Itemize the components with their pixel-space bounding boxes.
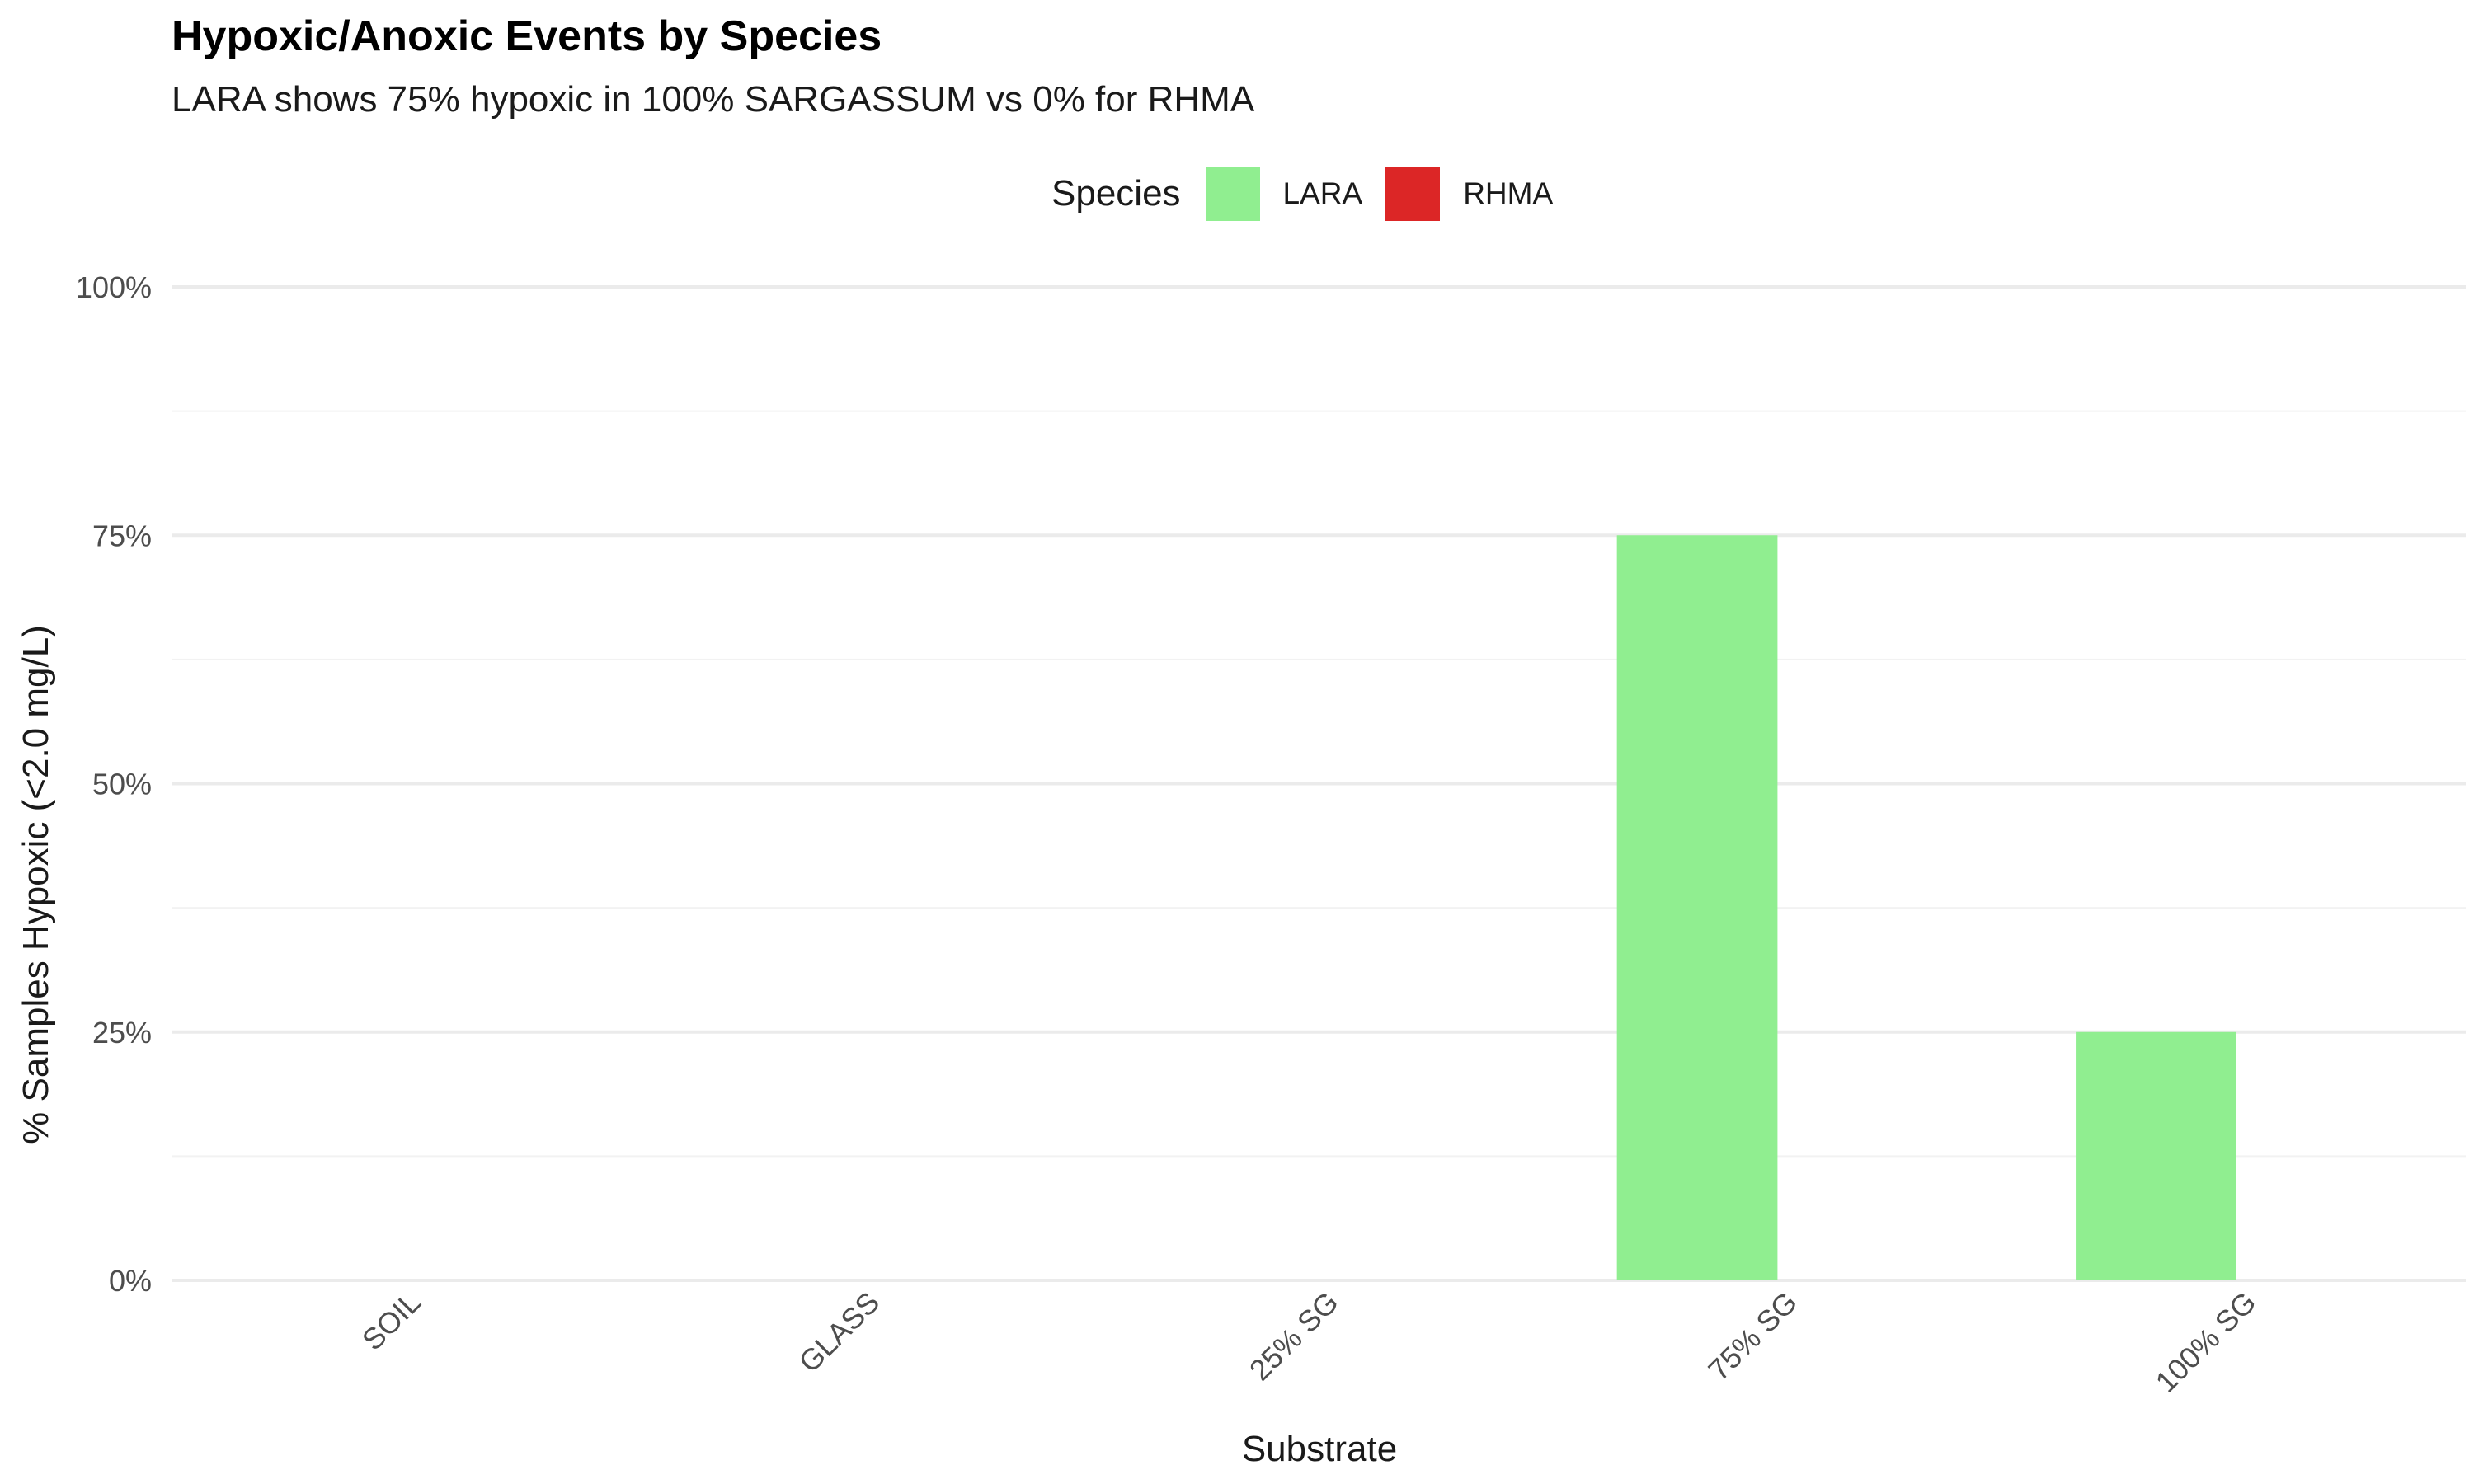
x-axis-title: Substrate bbox=[1242, 1429, 1397, 1469]
x-tick-label: 100% SG bbox=[2149, 1285, 2263, 1399]
y-tick-label: 25% bbox=[92, 1016, 152, 1050]
chart-subtitle: LARA shows 75% hypoxic in 100% SARGASSUM… bbox=[172, 79, 1255, 120]
y-tick-label: 100% bbox=[76, 270, 152, 304]
bar-lara-100-sg bbox=[2076, 1031, 2236, 1280]
y-axis-title: % Samples Hypoxic (<2.0 mg/L) bbox=[16, 625, 56, 1144]
legend-swatch-rhma bbox=[1385, 167, 1441, 221]
chart-title: Hypoxic/Anoxic Events by Species bbox=[172, 12, 882, 60]
bar-lara-75-sg bbox=[1616, 535, 1778, 1280]
legend: Species LARA RHMA bbox=[1051, 165, 1576, 223]
legend-swatch-lara bbox=[1205, 167, 1260, 221]
y-tick-labels: 0% 25% 50% 75% 100% bbox=[76, 270, 152, 1298]
x-tick-label: SOIL bbox=[355, 1285, 427, 1357]
legend-item-lara: LARA bbox=[1205, 167, 1363, 221]
y-tick-label: 0% bbox=[109, 1264, 152, 1298]
x-tick-labels: SOIL GLASS 25% SG 75% SG 100% SG bbox=[355, 1285, 2263, 1399]
y-tick-label: 50% bbox=[92, 768, 152, 801]
y-tick-label: 75% bbox=[92, 519, 152, 552]
legend-label-lara: LARA bbox=[1282, 176, 1363, 210]
legend-item-rhma: RHMA bbox=[1385, 167, 1553, 221]
legend-title: Species bbox=[1051, 173, 1181, 214]
bar-layer bbox=[1616, 535, 2236, 1280]
legend-label-rhma: RHMA bbox=[1463, 176, 1554, 210]
x-tick-label: 25% SG bbox=[1243, 1285, 1345, 1388]
x-tick-label: 75% SG bbox=[1701, 1285, 1804, 1388]
x-tick-label: GLASS bbox=[792, 1285, 886, 1379]
